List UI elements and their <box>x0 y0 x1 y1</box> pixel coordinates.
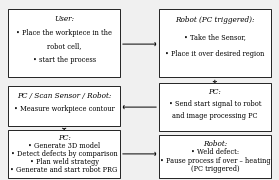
Text: Robot:: Robot: <box>203 140 227 148</box>
FancyBboxPatch shape <box>8 130 120 178</box>
Text: User:: User: <box>54 15 74 23</box>
Text: • Weld defect:: • Weld defect: <box>191 148 239 156</box>
Text: PC:: PC: <box>208 88 221 96</box>
Text: • Detect defects by comparison: • Detect defects by comparison <box>11 150 117 158</box>
Text: robot cell,: robot cell, <box>47 42 81 50</box>
Text: • Generate and start robot PRG: • Generate and start robot PRG <box>11 166 118 174</box>
Text: • Send start signal to robot: • Send start signal to robot <box>169 100 261 108</box>
Text: • Take the Sensor,: • Take the Sensor, <box>184 33 246 41</box>
Text: • Plan weld strategy: • Plan weld strategy <box>30 158 99 166</box>
FancyBboxPatch shape <box>8 86 120 126</box>
Text: • Place the workpiece in the: • Place the workpiece in the <box>16 29 112 37</box>
Text: and image processing PC: and image processing PC <box>172 112 258 120</box>
FancyBboxPatch shape <box>159 83 271 131</box>
FancyBboxPatch shape <box>8 9 120 77</box>
FancyBboxPatch shape <box>159 9 271 77</box>
Text: • Pause process if over – heating: • Pause process if over – heating <box>160 157 270 165</box>
FancyBboxPatch shape <box>159 135 271 178</box>
Text: • Place it over desired region: • Place it over desired region <box>165 50 264 58</box>
Text: • start the process: • start the process <box>33 56 96 64</box>
Text: • Measure workpiece contour: • Measure workpiece contour <box>14 105 115 113</box>
Text: Robot (PC triggered):: Robot (PC triggered): <box>175 16 254 24</box>
Text: (PC triggered): (PC triggered) <box>191 165 239 173</box>
Text: PC:: PC: <box>58 134 71 142</box>
Text: • Generate 3D model: • Generate 3D model <box>28 142 100 150</box>
Text: PC / Scan Sensor / Robot:: PC / Scan Sensor / Robot: <box>17 92 111 100</box>
